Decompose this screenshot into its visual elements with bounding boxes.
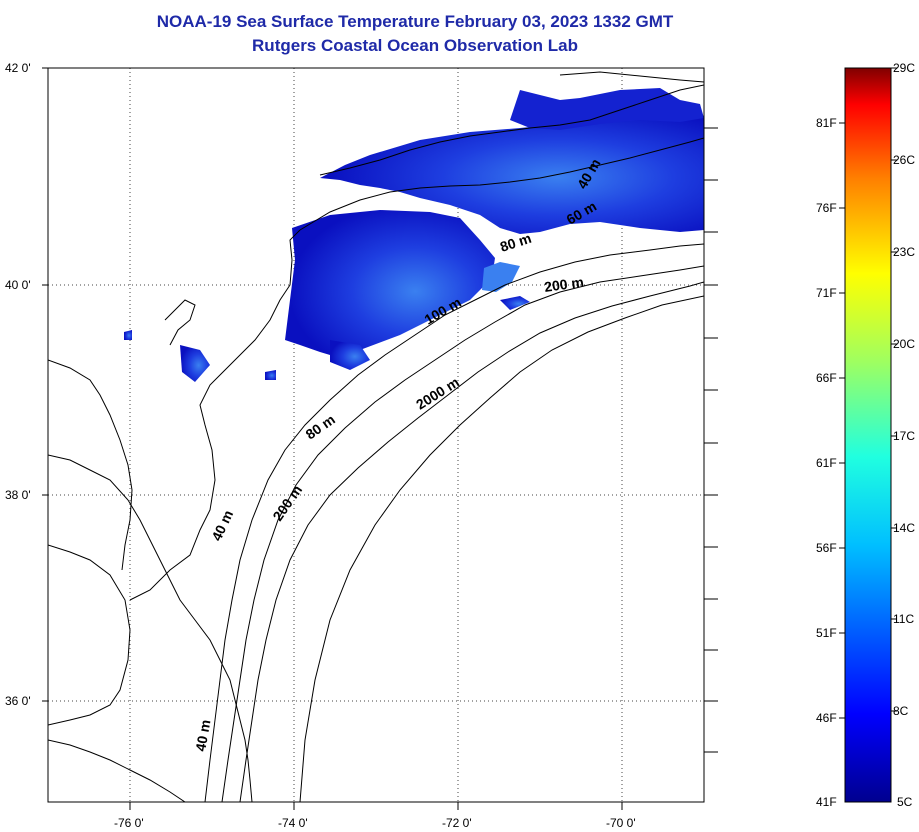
contour-label: 200 m	[269, 482, 305, 524]
sst-data-layer	[124, 88, 704, 382]
colorbar-f-label: 46F	[816, 711, 837, 725]
colorbar-c-label: 29C	[893, 61, 916, 75]
colorbar-c-label: 20C	[893, 337, 916, 351]
lon-label: -72 0'	[442, 816, 472, 830]
bathymetry-contours	[204, 243, 704, 802]
colorbar-c-label: 14C	[893, 521, 916, 535]
lon-label: -76 0'	[114, 816, 144, 830]
contour-label: 40 m	[208, 508, 236, 544]
lon-label: -70 0'	[606, 816, 636, 830]
contour-label: 40 m	[192, 718, 213, 752]
colorbar-ticks	[839, 67, 897, 719]
colorbar-f-label: 56F	[816, 541, 837, 555]
lon-label: -74 0'	[278, 816, 308, 830]
colorbar-f-label: 51F	[816, 626, 837, 640]
lat-label: 42 0'	[5, 61, 31, 75]
coastline	[48, 71, 704, 802]
colorbar-f-label: 66F	[816, 371, 837, 385]
map-frame	[47, 67, 705, 803]
colorbar-f-label: 76F	[816, 201, 837, 215]
colorbar-f-label: 71F	[816, 286, 837, 300]
contour-label: 2000 m	[413, 374, 462, 413]
lat-label: 36 0'	[5, 694, 31, 708]
colorbar-c-label: 5C	[897, 795, 913, 809]
contour-label: 200 m	[543, 274, 585, 295]
chart-title: NOAA-19 Sea Surface Temperature February…	[156, 12, 674, 31]
colorbar-f-label: 81F	[816, 116, 837, 130]
colorbar-f-label: 61F	[816, 456, 837, 470]
colorbar-c-label: 17C	[893, 429, 916, 443]
colorbar-c-label: 23C	[893, 245, 916, 259]
colorbar-f-label: 41F	[816, 795, 837, 809]
contour-label: 80 m	[498, 230, 533, 255]
chart-subtitle: Rutgers Coastal Ocean Observation Lab	[252, 36, 578, 55]
colorbar-c-label: 26C	[893, 153, 916, 167]
colorbar-c-label: 11C	[893, 612, 915, 626]
map-ticks	[42, 67, 718, 810]
lat-label: 38 0'	[5, 488, 31, 502]
lat-label: 40 0'	[5, 278, 31, 292]
colorbar	[844, 67, 892, 803]
contour-label: 80 m	[303, 411, 338, 442]
colorbar-c-label: 8C	[893, 704, 909, 718]
